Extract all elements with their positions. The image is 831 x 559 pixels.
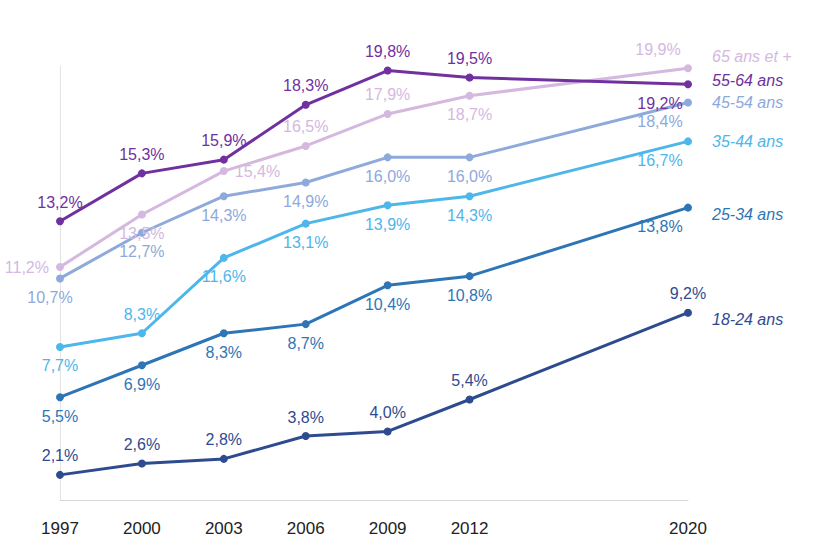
svg-text:2,1%: 2,1% [42,447,78,464]
svg-text:4,0%: 4,0% [369,404,405,421]
svg-text:8,3%: 8,3% [206,344,242,361]
svg-text:13,8%: 13,8% [637,218,682,235]
svg-text:16,0%: 16,0% [365,168,410,185]
svg-text:14,9%: 14,9% [283,193,328,210]
svg-text:11,2%: 11,2% [5,259,49,276]
svg-text:15,4%: 15,4% [235,163,280,180]
svg-text:2,8%: 2,8% [206,431,242,448]
svg-text:10,8%: 10,8% [447,287,492,304]
svg-text:2020: 2020 [669,519,707,538]
svg-text:18-24 ans: 18-24 ans [712,311,783,328]
svg-text:13,5%: 13,5% [119,225,164,242]
svg-text:12,7%: 12,7% [119,243,164,260]
svg-text:2012: 2012 [451,519,489,538]
svg-text:45-54 ans: 45-54 ans [712,94,783,111]
svg-text:9,2%: 9,2% [670,285,706,302]
svg-text:18,7%: 18,7% [447,106,492,123]
svg-text:15,3%: 15,3% [119,146,164,163]
svg-text:25-34 ans: 25-34 ans [711,206,783,223]
svg-text:3,8%: 3,8% [288,409,324,426]
svg-text:2006: 2006 [287,519,325,538]
svg-text:8,7%: 8,7% [288,335,324,352]
svg-text:2009: 2009 [369,519,407,538]
svg-text:15,9%: 15,9% [201,132,246,149]
svg-text:13,1%: 13,1% [283,234,328,251]
svg-text:2,6%: 2,6% [124,436,160,453]
svg-text:10,7%: 10,7% [27,289,72,306]
svg-text:16,0%: 16,0% [447,168,492,185]
svg-text:5,4%: 5,4% [451,372,487,389]
svg-text:2000: 2000 [123,519,161,538]
svg-text:2003: 2003 [205,519,243,538]
svg-text:19,8%: 19,8% [365,43,410,60]
svg-text:19,9%: 19,9% [635,41,680,58]
svg-text:11,6%: 11,6% [202,268,246,285]
svg-text:16,5%: 16,5% [283,118,328,135]
svg-text:16,7%: 16,7% [637,152,682,169]
svg-text:10,4%: 10,4% [365,296,410,313]
svg-text:8,3%: 8,3% [124,306,160,323]
svg-text:14,3%: 14,3% [201,207,246,224]
svg-text:5,5%: 5,5% [42,408,78,425]
svg-text:18,3%: 18,3% [283,77,328,94]
svg-text:55-64 ans: 55-64 ans [712,72,783,89]
svg-text:18,4%: 18,4% [637,113,682,130]
svg-text:6,9%: 6,9% [124,376,160,393]
svg-text:19,2%: 19,2% [637,95,682,112]
svg-text:7,7%: 7,7% [42,357,78,374]
svg-text:14,3%: 14,3% [447,207,492,224]
svg-text:1997: 1997 [41,519,79,538]
svg-text:17,9%: 17,9% [365,86,410,103]
svg-text:35-44 ans: 35-44 ans [712,133,783,150]
svg-text:19,5%: 19,5% [447,50,492,67]
svg-text:65 ans et +: 65 ans et + [712,48,792,65]
svg-text:13,9%: 13,9% [365,216,410,233]
svg-text:13,2%: 13,2% [37,194,82,211]
